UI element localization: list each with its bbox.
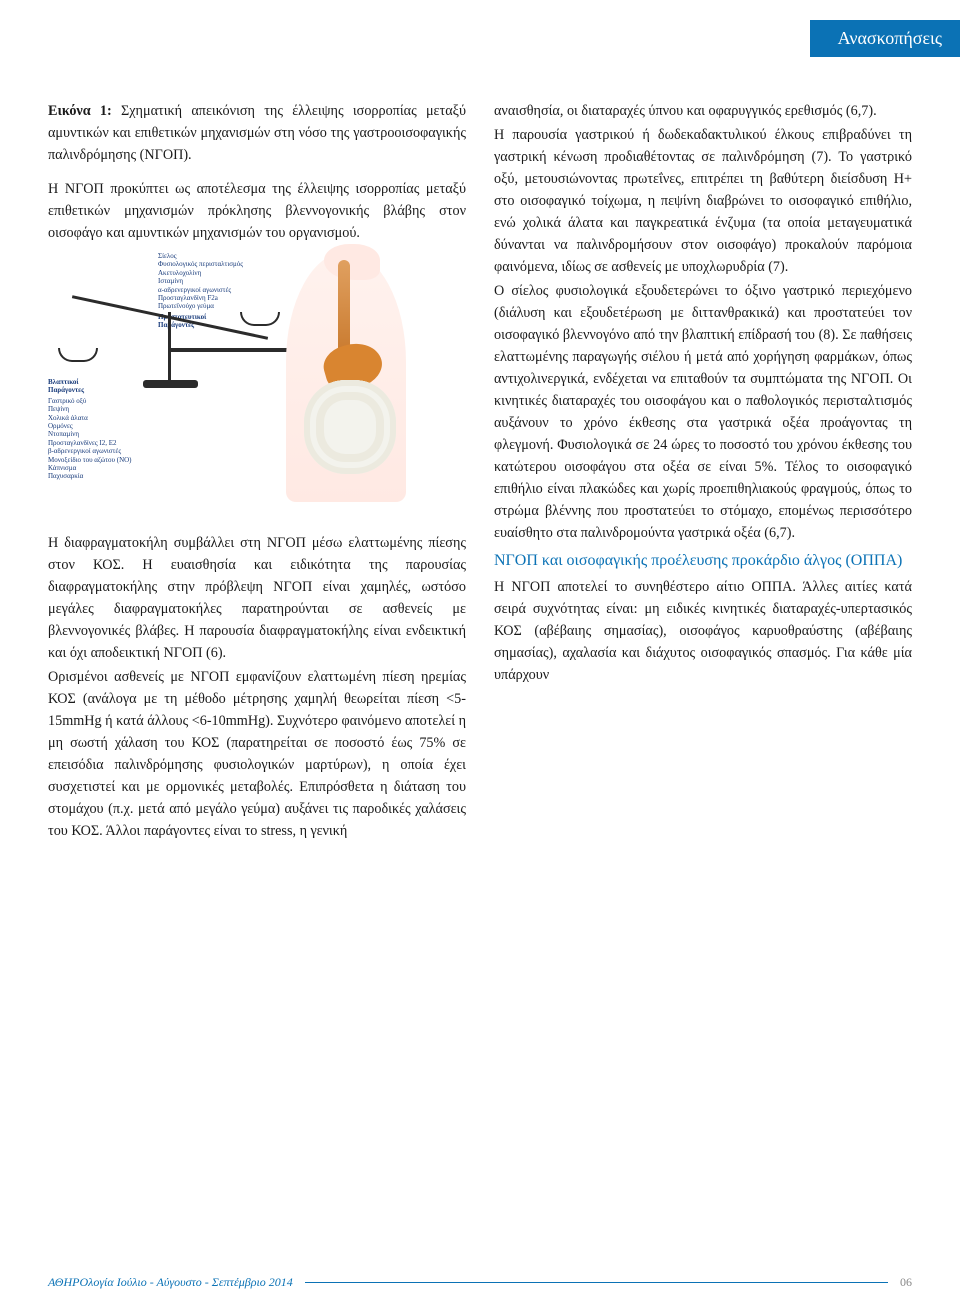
esophagus-shape: [338, 260, 350, 356]
section-ribbon: Ανασκοπήσεις: [810, 20, 960, 57]
figure-label: Εικόνα 1:: [48, 103, 112, 119]
figure-caption: Εικόνα 1: Σχηματική απεικόνιση της έλλει…: [48, 100, 466, 166]
journal-name: ΑΘΗΡΟλογία Ιούλιο - Αύγουστο - Σεπτέμβρι…: [48, 1275, 293, 1290]
protective-list: Σίελος Φυσιολογικός περισταλτισμός Ακετυ…: [158, 252, 243, 310]
section-heading: ΝΓΟΠ και οισοφαγικής προέλευσης προκάρδι…: [494, 550, 912, 572]
right-paragraph-1: αναισθησία, οι διαταραχές ύπνου και οφαρ…: [494, 100, 912, 122]
page-footer: ΑΘΗΡΟλογία Ιούλιο - Αύγουστο - Σεπτέμβρι…: [48, 1275, 912, 1290]
scale-pan-left: [58, 348, 98, 362]
intestines-shape: [304, 380, 396, 474]
two-column-content: Εικόνα 1: Σχηματική απεικόνιση της έλλει…: [48, 100, 912, 844]
damaging-list: Γαστρικό οξύ Πεψίνη Χολικά άλατα Ορμόνες…: [48, 397, 132, 481]
left-column: Εικόνα 1: Σχηματική απεικόνιση της έλλει…: [48, 100, 466, 844]
journal-issue: Ιούλιο - Αύγουστο - Σεπτέμβριο 2014: [114, 1275, 293, 1289]
page-number: 06: [900, 1275, 912, 1290]
damaging-factors-block: Βλαπτικοί Παράγοντες Γαστρικό οξύ Πεψίνη…: [48, 378, 208, 481]
ribbon-text: Ανασκοπήσεις: [838, 28, 942, 48]
right-column: αναισθησία, οι διαταραχές ύπνου και οφαρ…: [494, 100, 912, 844]
right-paragraph-2: Η παρουσία γαστρικού ή δωδεκαδακτυλικού …: [494, 124, 912, 278]
scale-post: [168, 312, 171, 382]
journal-italic: ΑΘΗΡΟλογία: [48, 1275, 114, 1289]
ngop-arrow: [168, 348, 298, 352]
right-paragraph-3: Ο σίελος φυσιολογικά εξουδετερώνει το όξ…: [494, 280, 912, 544]
damaging-header: Βλαπτικοί Παράγοντες: [48, 378, 208, 395]
footer-rule: [305, 1282, 888, 1283]
figure-1-schematic: Σίελος Φυσιολογικός περισταλτισμός Ακετυ…: [48, 252, 466, 518]
figure-intro-paragraph: Η ΝΓΟΠ προκύπτει ως αποτέλεσμα της έλλει…: [48, 178, 466, 244]
left-paragraph-1: Η διαφραγματοκήλη συμβάλλει στη ΝΓΟΠ μέσ…: [48, 532, 466, 664]
right-paragraph-4: Η ΝΓΟΠ αποτελεί το συνηθέστερο αίτιο ΟΠΠ…: [494, 576, 912, 686]
left-paragraph-2: Ορισμένοι ασθενείς με ΝΓΟΠ εμφανίζουν ελ…: [48, 666, 466, 842]
